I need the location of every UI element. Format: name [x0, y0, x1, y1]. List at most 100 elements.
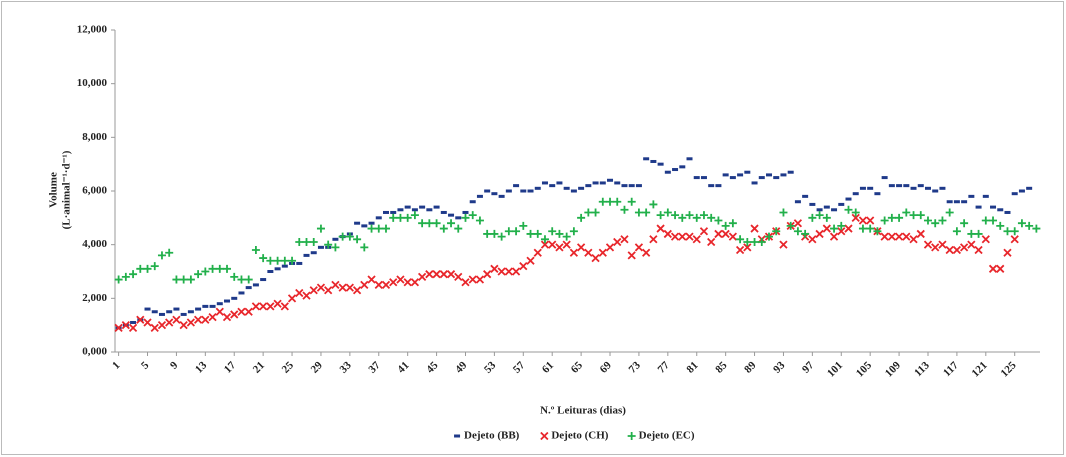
- point: [852, 192, 859, 196]
- point: [990, 205, 997, 209]
- point: [649, 200, 658, 209]
- point: [114, 323, 123, 332]
- point: [743, 237, 752, 246]
- point: [166, 310, 173, 314]
- point: [209, 304, 216, 308]
- point: [953, 200, 960, 204]
- point: [426, 208, 433, 212]
- y-axis-label: (L·animal⁻¹·d⁻¹): [61, 150, 73, 229]
- point: [902, 208, 911, 217]
- point: [685, 232, 694, 241]
- point: [1011, 192, 1018, 196]
- point: [693, 176, 700, 180]
- point: [425, 219, 434, 228]
- point: [793, 219, 803, 228]
- point: [266, 256, 275, 265]
- point: [923, 216, 932, 225]
- point: [259, 254, 268, 263]
- point: [440, 210, 447, 214]
- point: [520, 189, 527, 193]
- point: [150, 262, 159, 271]
- point: [794, 200, 801, 204]
- point: [996, 221, 1005, 230]
- point: [483, 270, 492, 279]
- point: [744, 170, 751, 174]
- point: [173, 307, 180, 311]
- legend-marker: [627, 432, 636, 440]
- point: [692, 235, 701, 244]
- point: [766, 173, 773, 177]
- point: [620, 235, 629, 244]
- point: [310, 251, 317, 255]
- point: [997, 208, 1004, 212]
- point: [598, 197, 607, 206]
- point: [643, 157, 650, 161]
- point: [801, 229, 810, 238]
- point: [678, 232, 687, 241]
- point: [750, 237, 759, 246]
- point: [1010, 235, 1019, 244]
- point: [130, 320, 137, 324]
- point: [280, 256, 289, 265]
- point: [974, 245, 983, 255]
- point: [866, 216, 875, 225]
- point: [534, 186, 541, 190]
- point: [526, 256, 535, 265]
- point: [664, 170, 671, 174]
- point: [780, 173, 787, 177]
- point: [353, 235, 362, 244]
- point: [815, 211, 824, 220]
- point: [274, 267, 281, 271]
- point: [916, 229, 925, 239]
- point: [439, 270, 448, 279]
- point: [923, 240, 933, 249]
- point: [151, 310, 158, 314]
- point: [345, 232, 354, 241]
- point: [822, 213, 831, 222]
- point: [592, 181, 599, 185]
- point: [397, 208, 404, 212]
- point: [599, 181, 606, 185]
- point: [735, 245, 745, 255]
- point: [867, 186, 874, 190]
- point: [822, 224, 831, 233]
- point: [591, 208, 600, 217]
- point: [244, 307, 253, 316]
- point: [634, 243, 644, 252]
- point: [924, 186, 931, 190]
- point: [1004, 210, 1011, 214]
- point: [360, 243, 369, 252]
- point: [447, 219, 456, 228]
- point: [793, 227, 802, 236]
- point: [396, 213, 405, 222]
- point: [708, 184, 715, 188]
- point: [938, 240, 947, 249]
- point: [851, 208, 860, 217]
- point: [504, 267, 513, 276]
- point: [607, 178, 614, 182]
- point: [569, 227, 578, 236]
- point: [844, 205, 853, 214]
- point: [230, 310, 239, 319]
- point: [302, 291, 311, 300]
- point: [172, 315, 181, 324]
- legend-label: Dejeto (CH): [551, 430, 608, 442]
- point: [692, 213, 701, 222]
- point: [751, 181, 758, 185]
- point: [642, 248, 651, 257]
- point: [1025, 221, 1034, 230]
- point: [721, 229, 730, 239]
- point: [598, 248, 607, 257]
- point: [208, 312, 217, 322]
- point: [570, 189, 577, 193]
- point: [396, 275, 405, 284]
- point: [425, 270, 434, 279]
- point: [903, 184, 910, 188]
- point: [245, 286, 252, 290]
- point: [656, 211, 665, 220]
- point: [685, 211, 694, 220]
- point: [483, 229, 492, 238]
- point: [707, 237, 716, 247]
- point: [208, 264, 217, 273]
